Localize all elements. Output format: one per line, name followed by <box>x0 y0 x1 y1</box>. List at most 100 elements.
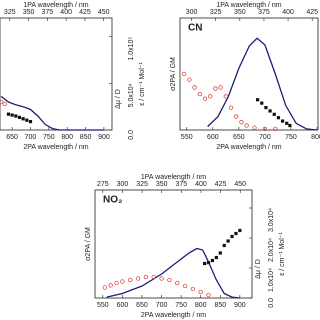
y2-axis-label: Δμ / D <box>115 89 122 109</box>
tpa-point <box>167 277 172 283</box>
x2-tick-label: 350 <box>234 9 246 16</box>
tpa-point <box>175 280 180 286</box>
tpa-point <box>223 94 228 99</box>
panel: 550 600 650 700 750 800 850 900 275 300 325 350 375 4… <box>85 174 286 319</box>
dipole-point <box>272 112 276 116</box>
x-tick-label: 750 <box>285 134 297 141</box>
tpa-point <box>128 277 133 283</box>
x2-tick-label: 425 <box>306 9 318 16</box>
x-tick-label: 750 <box>175 302 187 309</box>
tpa-point <box>2 101 7 107</box>
x-tick-label: 650 <box>6 134 18 141</box>
x-tick-label: 700 <box>156 302 168 309</box>
tpa-point <box>102 285 107 290</box>
x-tick-label: 850 <box>214 302 226 309</box>
absorption-line <box>207 37 318 131</box>
dipole-point <box>17 115 22 119</box>
y-tick-label: 3.0x10⁴ <box>268 208 275 232</box>
tpa-point <box>182 71 187 77</box>
tpa-point <box>135 276 141 281</box>
x2-axis-label: 1PA wavelength / nm <box>216 2 281 9</box>
y-tick-label: 0.0 <box>268 298 275 308</box>
x-tick-label: 650 <box>233 134 245 141</box>
tpa-point <box>151 274 156 280</box>
dipole-point <box>226 239 230 243</box>
dipole-point <box>276 116 281 120</box>
tpa-point <box>197 92 202 97</box>
tpa-point <box>192 85 197 90</box>
x2-axis-label: 1PA wavelength / nm <box>141 174 206 181</box>
x2-tick-label: 375 <box>258 9 270 16</box>
x2-tick-label: 425 <box>215 181 227 188</box>
x2-tick-label: 300 <box>186 9 198 16</box>
panel-label: CN <box>188 23 202 34</box>
x-tick-label: 800 <box>195 302 207 309</box>
x2-tick-label: 300 <box>117 181 129 188</box>
tpa-point <box>182 283 188 289</box>
x2-tick-label: 350 <box>156 181 168 188</box>
dipole-point <box>28 120 33 124</box>
dipole-point <box>238 228 242 233</box>
tpa-point <box>198 289 203 295</box>
x2-tick-label: 325 <box>4 9 16 16</box>
tpa-point <box>228 105 234 110</box>
y-axis-label: σ2PA / GM <box>170 57 177 91</box>
x2-tick-label: 275 <box>97 181 109 188</box>
tpa-point <box>273 126 278 132</box>
tpa-point <box>218 85 223 90</box>
dipole-point <box>25 118 29 122</box>
tpa-point <box>202 96 208 101</box>
x2-tick-label: 400 <box>60 9 72 16</box>
dipole-point <box>14 114 18 118</box>
y-tick-label: 2.0x10⁴ <box>268 238 275 262</box>
dipole-point <box>206 261 211 265</box>
x2-tick-label: 375 <box>42 9 54 16</box>
dipole-point <box>230 234 234 239</box>
x-tick-label: 900 <box>234 302 246 309</box>
dipole-point <box>260 101 264 105</box>
x2-axis-label: 1PA wavelength / nm <box>23 2 88 9</box>
dipole-point <box>255 98 260 102</box>
tpa-point <box>239 120 244 125</box>
tpa-point <box>108 283 113 288</box>
tpa-point <box>143 274 149 280</box>
dipole-point <box>214 255 218 260</box>
tpa-point <box>0 99 4 105</box>
x2-tick-label: 325 <box>136 181 148 188</box>
x-tick-label: 600 <box>117 302 129 309</box>
x-tick-label: 550 <box>97 302 109 309</box>
x2-tick-label: 400 <box>282 9 294 16</box>
tpa-point <box>213 86 218 91</box>
tpa-point <box>252 125 257 130</box>
dipole-point <box>6 112 11 116</box>
plot-frame <box>94 189 253 299</box>
x2-tick-label: 325 <box>210 9 222 16</box>
y-right-axis-label: ε / cm⁻¹ Mol⁻¹ <box>139 62 146 106</box>
x-tick-label: 800 <box>61 134 73 141</box>
dipole-point <box>222 243 226 248</box>
x2-tick-label: 450 <box>98 9 110 16</box>
dipole-point <box>280 119 285 123</box>
tpa-point <box>114 280 119 286</box>
x-tick-label: 700 <box>259 134 271 141</box>
x-tick-label: 900 <box>98 134 110 141</box>
y-tick-label: 5.0x10⁴ <box>128 83 135 107</box>
y-tick-label: 1.0x10⁵ <box>128 37 135 61</box>
dipole-point <box>21 117 25 121</box>
x-tick-label: 600 <box>207 134 219 141</box>
y-right-axis-label: ε / cm⁻¹ Mol⁻¹ <box>279 232 286 276</box>
dipole-point <box>268 109 272 113</box>
x-axis-label: 2PA wavelength / nm <box>141 312 206 319</box>
tpa-point <box>190 286 196 292</box>
tpa-point <box>159 276 164 281</box>
dipole-point <box>288 123 292 128</box>
x2-tick-label: 400 <box>195 181 207 188</box>
plot-frame <box>0 17 113 131</box>
x2-tick-label: 450 <box>234 181 246 188</box>
tpa-point <box>120 279 125 284</box>
plot-frame <box>179 17 319 131</box>
dipole-point <box>285 121 289 125</box>
panel: 550 600 650 700 750 800 300 325 350 375 400 425 2PA … <box>170 2 320 151</box>
x-tick-label: 750 <box>43 134 55 141</box>
